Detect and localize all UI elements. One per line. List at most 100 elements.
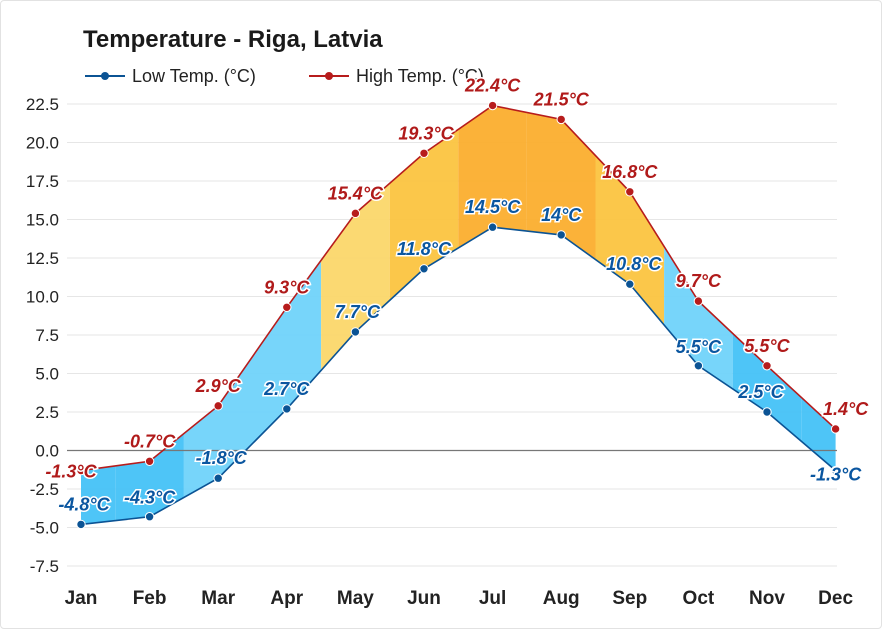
low-label-jul: 14.5°C	[465, 197, 521, 217]
temperature-bands	[81, 105, 836, 525]
x-tick-may: May	[337, 588, 374, 609]
low-label-apr: 2.7°C	[263, 379, 310, 399]
high-point-dec	[830, 424, 841, 434]
y-tick-label: -7.5	[30, 557, 59, 576]
high-point-sep	[625, 187, 635, 197]
y-tick-label: -2.5	[30, 480, 59, 499]
high-label-aug: 21.5°C	[533, 89, 590, 109]
x-tick-jul: Jul	[479, 588, 506, 609]
y-tick-label: 12.5	[26, 249, 59, 268]
low-point-mar	[213, 473, 223, 483]
legend-low-label: Low Temp. (°C)	[132, 66, 256, 86]
x-tick-jun: Jun	[407, 588, 441, 609]
high-label-may: 15.4°C	[328, 183, 384, 203]
high-label-dec: 1.4°C	[823, 399, 869, 419]
low-point-dec	[830, 465, 841, 476]
x-tick-aug: Aug	[543, 588, 580, 609]
temp-band-aug	[526, 112, 596, 260]
x-tick-jan: Jan	[65, 588, 98, 609]
low-label-nov: 2.5°C	[737, 382, 784, 402]
legend-item-high[interactable]: High Temp. (°C)	[309, 66, 484, 86]
y-tick-label: 2.5	[35, 403, 59, 422]
high-point-may	[350, 208, 361, 219]
temp-band-jul	[458, 105, 527, 248]
y-tick-label: 7.5	[35, 326, 59, 345]
x-tick-nov: Nov	[749, 588, 785, 609]
y-tick-label: 17.5	[26, 172, 59, 191]
data-labels: -4.8°C -4.3°C -1.8°C 2.7°C 7.7°C 11.8°C 14.5°C…	[44, 74, 871, 516]
y-tick-label: 0.0	[35, 442, 59, 461]
low-label-jun: 11.8°C	[397, 239, 452, 259]
high-label-sep: 16.8°C	[602, 162, 658, 182]
low-point-oct	[693, 361, 704, 371]
temp-band-apr	[252, 260, 322, 444]
x-tick-apr: Apr	[270, 588, 303, 609]
low-label-mar: -1.8°C	[196, 448, 248, 468]
y-tick-label: -5.0	[30, 519, 59, 538]
low-point-jul	[487, 222, 498, 232]
high-label-jan: -1.3°C	[45, 462, 97, 482]
low-temp-line	[80, 226, 837, 526]
high-label-jun: 19.3°C	[398, 123, 454, 143]
x-tick-oct: Oct	[683, 588, 715, 609]
legend-item-low[interactable]: Low Temp. (°C)	[85, 66, 256, 86]
low-point-nov	[762, 407, 772, 417]
high-point-oct	[693, 296, 704, 306]
high-label-mar: 2.9°C	[195, 376, 242, 396]
legend-low-marker	[101, 72, 109, 80]
legend-high-marker	[325, 72, 333, 80]
low-point-aug	[556, 230, 566, 240]
high-point-nov	[762, 361, 772, 371]
high-label-feb: -0.7°C	[124, 431, 176, 451]
low-point-may	[350, 327, 361, 337]
high-label-oct: 9.7°C	[676, 271, 722, 291]
legend[interactable]: Low Temp. (°C) High Temp. (°C)	[85, 66, 484, 86]
y-tick-label: 22.5	[26, 95, 59, 114]
low-point-feb	[144, 512, 155, 522]
legend-high-label: High Temp. (°C)	[356, 66, 484, 86]
low-point-jun	[419, 264, 429, 274]
x-tick-dec: Dec	[818, 588, 853, 609]
high-point-feb	[144, 456, 155, 466]
y-tick-label: 15.0	[26, 211, 59, 230]
temp-band-nov	[732, 333, 802, 442]
y-tick-label: 5.0	[35, 365, 59, 384]
temp-band-mar	[183, 356, 253, 498]
y-tick-label: 20.0	[26, 134, 59, 153]
y-axis: 22.5 20.0 17.5 15.0 12.5 10.0 7.5 5.0 2.5 0.0 -2.5…	[26, 95, 59, 576]
high-point-jun	[419, 148, 429, 158]
low-point-apr	[282, 404, 292, 414]
high-point-aug	[556, 114, 566, 125]
low-label-jan: -4.8°C	[58, 494, 110, 514]
chart-title: Temperature - Riga, Latvia	[83, 26, 383, 53]
series-lines	[80, 104, 837, 526]
temp-band-oct	[664, 246, 733, 389]
temp-band-jan	[81, 465, 116, 525]
low-label-oct: 5.5°C	[676, 337, 722, 357]
x-tick-feb: Feb	[133, 588, 167, 609]
y-tick-label: 10.0	[26, 288, 59, 307]
low-label-aug: 14°C	[541, 205, 582, 225]
x-tick-sep: Sep	[612, 588, 647, 609]
high-point-jul	[487, 100, 498, 111]
x-tick-mar: Mar	[201, 588, 235, 609]
temp-band-dec	[801, 397, 836, 471]
low-label-may: 7.7°C	[335, 302, 381, 322]
low-label-sep: 10.8°C	[606, 254, 662, 274]
high-point-apr	[282, 302, 292, 312]
temp-band-feb	[115, 433, 184, 521]
high-temp-line	[80, 104, 837, 472]
data-points	[76, 100, 841, 530]
high-label-nov: 5.5°C	[744, 336, 790, 356]
temp-band-sep	[595, 155, 665, 325]
low-label-dec: -1.3°C	[810, 465, 862, 485]
high-point-jan	[76, 465, 86, 476]
high-label-jul: 22.4°C	[464, 76, 521, 96]
temp-band-may	[321, 183, 390, 371]
x-axis: Jan Feb Mar Apr May Jun Jul Aug Sep Oct Nov Dec	[65, 588, 854, 609]
low-point-jan	[76, 519, 86, 530]
high-label-apr: 9.3°C	[264, 277, 310, 297]
low-label-feb: -4.3°C	[124, 488, 176, 508]
